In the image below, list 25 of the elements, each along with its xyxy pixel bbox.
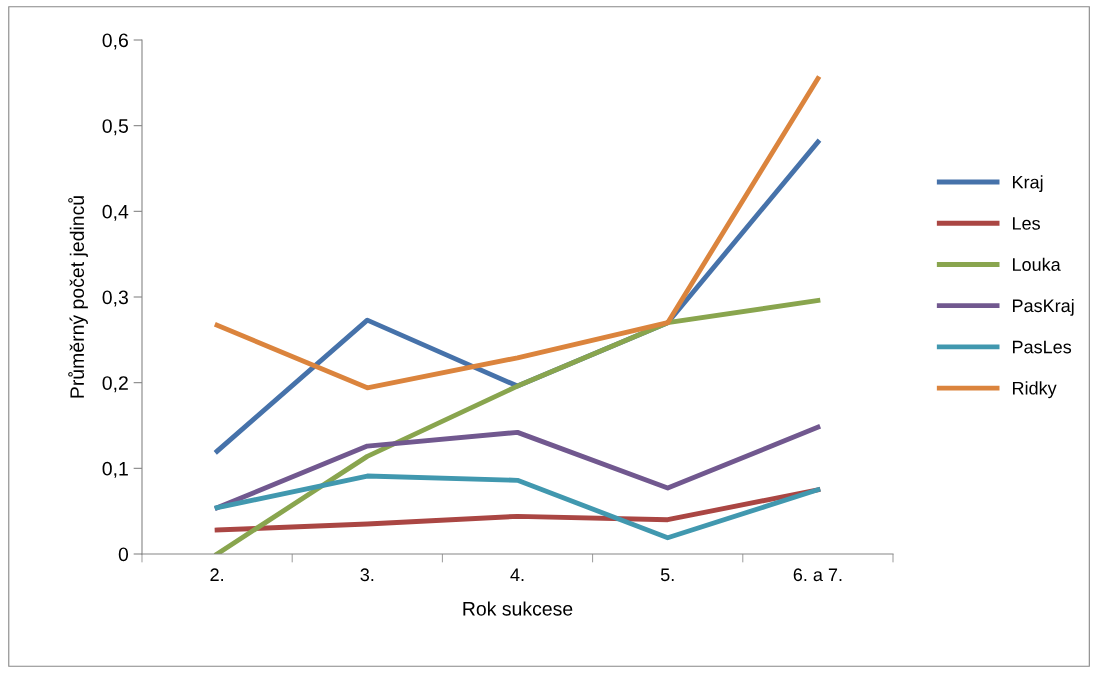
y-tick-label: 0,6 [102, 33, 128, 50]
line-series [214, 473, 821, 541]
x-axis-title: Rok sukcese [463, 601, 573, 616]
x-tick-label: 3. [360, 568, 374, 582]
legend-label: Les [1012, 217, 1040, 230]
line-series [214, 487, 821, 533]
line-series [214, 298, 821, 554]
x-tick-label: 5. [660, 568, 674, 582]
legend-label: Ridky [1012, 381, 1057, 399]
legend-label: PasKraj [1012, 298, 1074, 316]
y-tick-label: 0,3 [102, 290, 128, 307]
y-tick-label: 0,4 [102, 204, 129, 221]
line-series [214, 424, 821, 511]
legend-label: Kraj [1012, 175, 1043, 193]
y-tick-label: 0,2 [102, 376, 128, 393]
y-tick-label: 0 [118, 547, 129, 562]
y-tick-label: 0,1 [102, 461, 128, 478]
legend-label: Louka [1012, 257, 1061, 271]
x-tick-label: 6. a 7. [793, 568, 842, 582]
line-series [214, 76, 821, 391]
x-tick-label: 2. [210, 568, 223, 581]
y-tick-label: 0,5 [102, 119, 128, 136]
x-tick-label: 4. [510, 568, 524, 581]
legend-label: PasLes [1012, 340, 1072, 354]
y-axis-title: Průměrný počet jedinců [68, 196, 88, 398]
